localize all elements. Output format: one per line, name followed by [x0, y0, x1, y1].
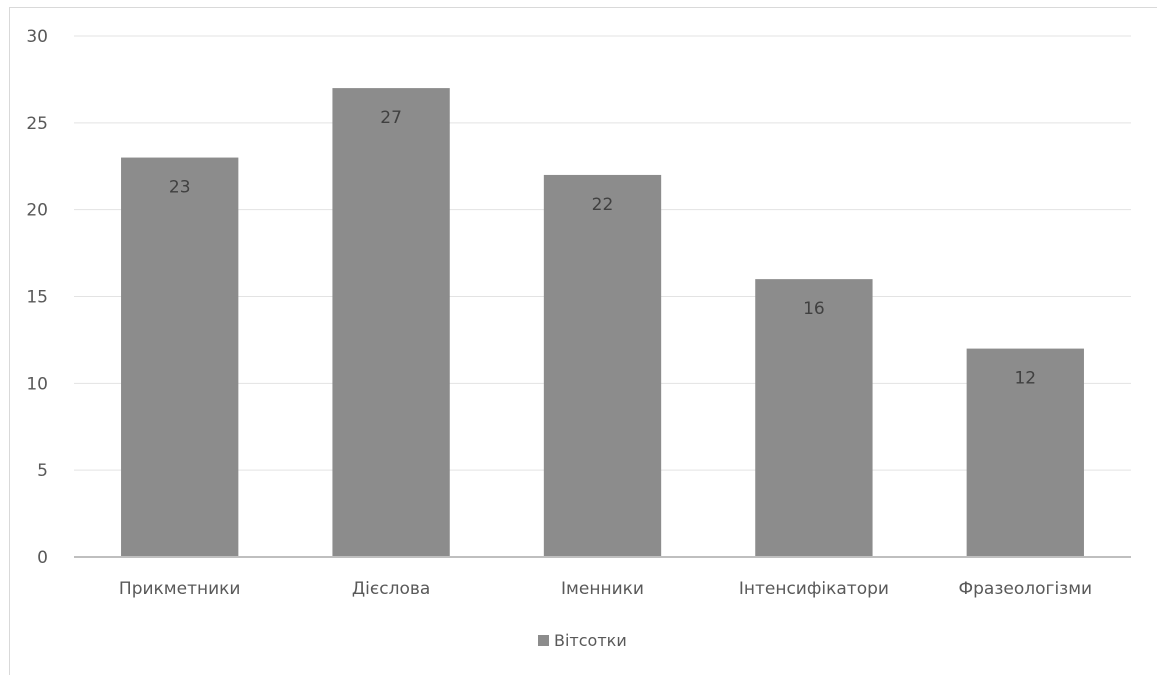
legend-swatch	[538, 635, 549, 646]
legend: Вітсотки	[538, 631, 627, 650]
y-tick-label: 30	[26, 27, 48, 47]
bar-5	[966, 348, 1084, 557]
x-tick-label: Прикметники	[119, 579, 241, 599]
data-label: 12	[1014, 369, 1036, 389]
y-tick-label: 20	[26, 201, 48, 221]
legend-label: Вітсотки	[554, 631, 627, 650]
x-tick-label: Дієслова	[352, 579, 430, 599]
bar-2	[332, 88, 450, 557]
y-tick-label: 10	[26, 374, 48, 394]
y-tick-label: 25	[26, 114, 48, 134]
x-tick-label: Інтенсифікатори	[739, 579, 889, 599]
y-tick-label: 15	[26, 288, 48, 308]
data-label: 23	[169, 178, 191, 198]
x-tick-label: Іменники	[561, 579, 644, 599]
y-tick-label: 0	[37, 548, 48, 568]
data-label: 16	[803, 299, 825, 319]
data-label: 22	[592, 195, 614, 215]
bars	[121, 88, 1084, 558]
bar-4	[755, 279, 873, 557]
x-tick-label: Фразеологізми	[959, 579, 1093, 599]
x-axis-ticks: Прикметники Дієслова Іменники Інтенсифікато…	[119, 579, 1092, 599]
y-tick-label: 5	[37, 461, 48, 481]
bar-1	[121, 157, 239, 558]
chart-border	[9, 7, 1157, 675]
data-label: 27	[380, 108, 402, 128]
data-labels: 23 27 22 16 12	[169, 108, 1036, 389]
y-axis-ticks: 0 5 10 15 20 25 30	[26, 27, 48, 568]
bar-3	[543, 174, 662, 557]
